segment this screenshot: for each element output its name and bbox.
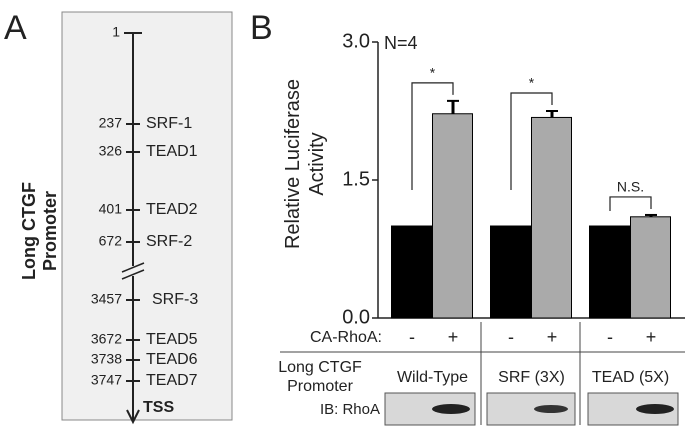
site-name: TEAD6	[146, 351, 198, 368]
arrow-head	[126, 409, 140, 425]
site-name: SRF-3	[152, 291, 198, 308]
promoter-title: Long CTGF Promoter	[19, 182, 60, 280]
treatment-sign: -	[508, 327, 514, 347]
x-tick-label: SRF (3X)	[498, 369, 565, 386]
treatment-label: CA-RhoA:	[310, 329, 382, 346]
site-name: TEAD2	[146, 201, 198, 218]
significance-bracket	[510, 92, 553, 190]
site-position: 3457	[91, 291, 122, 307]
y-tick-label: 3.0	[342, 30, 370, 52]
treatment-sign: +	[646, 327, 657, 347]
y-tick-label: 0.0	[342, 306, 370, 328]
bar	[432, 113, 473, 319]
significance-label: N.S.	[617, 179, 644, 195]
y-axis-label: Relative Luciferase Activity	[282, 78, 328, 250]
treatment-sign: +	[547, 327, 558, 347]
treatment-sign: -	[607, 327, 613, 347]
site-position: 3672	[91, 331, 122, 347]
blot-band	[636, 404, 674, 414]
treatment-sign: +	[448, 327, 459, 347]
start-position: 1	[112, 24, 120, 40]
group-label: Long CTGF Promoter	[278, 359, 362, 395]
blot-band	[432, 404, 470, 414]
break-gap	[124, 266, 142, 276]
bar	[490, 225, 531, 319]
site-name: TEAD7	[146, 372, 198, 389]
site-position: 672	[99, 233, 123, 249]
site-position: 401	[99, 201, 123, 217]
significance-bracket	[411, 82, 454, 190]
site-position: 326	[99, 143, 123, 159]
site-name: SRF-1	[146, 115, 192, 132]
y-tick-label: 1.5	[342, 168, 370, 190]
treatment-sign: -	[409, 327, 415, 347]
x-tick-label: TEAD (5X)	[592, 369, 669, 386]
break-mark	[121, 269, 145, 280]
panel-label: B	[250, 9, 273, 47]
significance-label: *	[529, 75, 535, 91]
panel-label: A	[4, 9, 27, 47]
bar	[630, 216, 671, 319]
bar	[531, 116, 572, 319]
site-position: 3738	[91, 351, 122, 367]
break-mark	[121, 262, 145, 273]
significance-label: *	[430, 65, 436, 81]
site-name: TEAD5	[146, 331, 198, 348]
bar	[391, 225, 432, 319]
site-name: TEAD1	[146, 143, 198, 160]
promoter-box	[61, 11, 233, 421]
site-name: SRF-2	[146, 233, 192, 250]
significance-bracket	[609, 196, 652, 211]
tss-label: TSS	[143, 399, 174, 416]
x-tick-label: Wild-Type	[397, 369, 468, 386]
blot-label: IB: RhoA	[320, 401, 380, 418]
site-position: 3747	[91, 372, 122, 388]
annotation: N=4	[384, 33, 418, 53]
site-position: 237	[99, 115, 123, 131]
bar	[589, 225, 630, 319]
blot-band	[534, 405, 568, 413]
